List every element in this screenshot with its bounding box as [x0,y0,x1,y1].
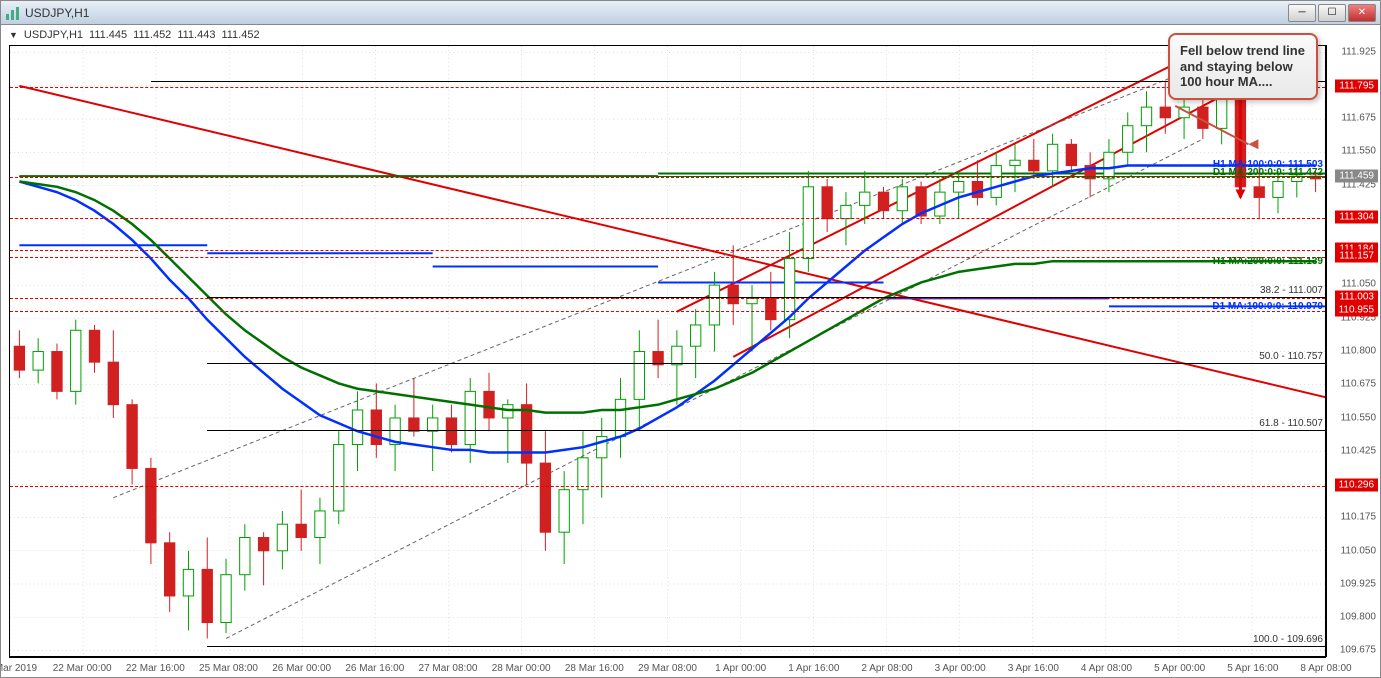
y-axis: 109.675109.800109.925110.050110.175110.3… [1326,45,1380,657]
y-tick: 109.800 [1340,612,1376,623]
y-tick: 111.925 [1341,46,1376,57]
x-tick: 2 Apr 08:00 [861,663,912,674]
price-label: 111.003 [1335,290,1378,303]
ma-label: D1 MA:200:0:0: 111.472 [1213,167,1323,178]
price-label: 111.459 [1335,169,1378,182]
close-button[interactable]: ✕ [1348,4,1376,22]
x-tick: 1 Apr 16:00 [788,663,839,674]
titlebar: USDJPY,H1 ─ ☐ ✕ [1,1,1380,25]
ohlc-symbol: USDJPY,H1 [24,29,83,41]
y-tick: 111.050 [1341,279,1376,290]
x-tick: 26 Mar 00:00 [272,663,331,674]
ohlc-dropdown-icon[interactable]: ▼ [9,30,18,40]
window-title: USDJPY,H1 [25,6,89,20]
ohlc-open: 111.445 [89,29,127,41]
x-tick: 22 Mar 00:00 [53,663,112,674]
y-tick: 110.175 [1341,512,1376,523]
ohlc-bar: ▼ USDJPY,H1 111.445 111.452 111.443 111.… [9,29,260,41]
x-tick: 27 Mar 08:00 [419,663,478,674]
x-tick: 28 Mar 00:00 [492,663,551,674]
annotation-callout: Fell below trend line and staying below … [1168,33,1318,100]
minimize-button[interactable]: ─ [1288,4,1316,22]
x-tick: 28 Mar 16:00 [565,663,624,674]
y-tick: 110.425 [1341,445,1376,456]
fib-label: 61.8 - 110.507 [1259,418,1323,429]
ohlc-low: 111.443 [177,29,215,41]
titlebar-left: USDJPY,H1 [5,5,89,21]
y-tick: 111.675 [1341,113,1376,124]
maximize-button[interactable]: ☐ [1318,4,1346,22]
price-label: 111.304 [1335,210,1378,223]
chart-icon [5,5,21,21]
fib-label: 38.2 - 111.007 [1260,285,1323,296]
x-tick: 26 Mar 16:00 [345,663,404,674]
chart-plot[interactable]: 38.2 - 111.007 50.0 - 110.757 61.8 - 110.5… [9,45,1326,657]
fib-label: 100.0 - 109.696 [1253,634,1323,645]
chart-window: USDJPY,H1 ─ ☐ ✕ ▼ USDJPY,H1 111.445 111.… [0,0,1381,678]
chart-area[interactable]: ▼ USDJPY,H1 111.445 111.452 111.443 111.… [1,25,1380,677]
y-tick: 109.675 [1340,645,1376,656]
y-tick: 109.925 [1340,578,1376,589]
y-tick: 110.800 [1341,346,1376,357]
x-tick: 5 Apr 00:00 [1154,663,1205,674]
x-tick: 29 Mar 08:00 [638,663,697,674]
ohlc-high: 111.452 [133,29,171,41]
x-tick: 4 Apr 08:00 [1081,663,1132,674]
x-tick: 1 Apr 00:00 [715,663,766,674]
x-tick: 22 Mar 16:00 [126,663,185,674]
x-tick: 21 Mar 2019 [1,663,37,674]
y-tick: 110.050 [1341,545,1376,556]
ma-label: D1 MA:100:0:0: 110.970 [1212,301,1323,312]
x-axis: 21 Mar 201922 Mar 00:0022 Mar 16:0025 Ma… [9,657,1326,677]
price-label: 110.296 [1335,479,1378,492]
y-tick: 110.550 [1341,412,1376,423]
price-label: 111.157 [1335,250,1378,263]
chart-svg [10,46,1325,657]
fib-label: 50.0 - 110.757 [1259,351,1323,362]
x-tick: 3 Apr 16:00 [1008,663,1059,674]
ma-label: H1 MA:200:0:0: 111.139 [1213,256,1323,267]
x-tick: 5 Apr 16:00 [1227,663,1278,674]
y-tick: 111.550 [1341,146,1376,157]
y-tick: 110.675 [1341,379,1376,390]
window-controls: ─ ☐ ✕ [1288,4,1376,22]
x-tick: 25 Mar 08:00 [199,663,258,674]
price-label: 110.955 [1335,303,1378,316]
x-tick: 3 Apr 00:00 [935,663,986,674]
ohlc-close: 111.452 [221,29,259,41]
price-label: 111.795 [1335,80,1378,93]
x-tick: 8 Apr 08:00 [1300,663,1351,674]
